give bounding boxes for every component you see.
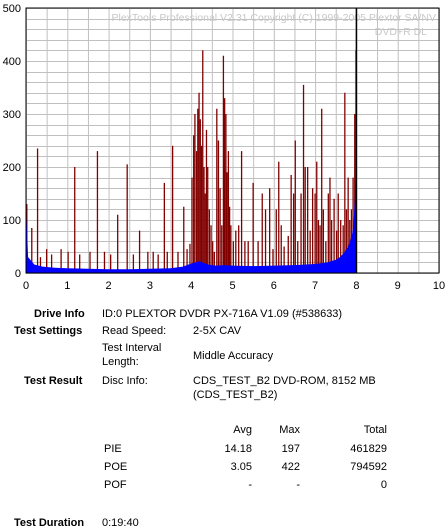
x-tick-label: 6	[271, 280, 277, 292]
disc-info-value: CDS_TEST_B2 DVD-ROM, 8152 MB	[193, 375, 376, 387]
stats-row-name: POE	[104, 461, 128, 473]
media-type-watermark: DVD+R DL	[375, 26, 427, 38]
stats-row-avg: 14.18	[224, 443, 252, 455]
plot-frame	[25, 7, 440, 274]
grid-lines	[26, 8, 440, 274]
y-tick-label: 0	[15, 268, 21, 280]
y-tick-label: 500	[3, 3, 21, 15]
x-tick-label: 9	[395, 280, 401, 292]
x-tick-label: 7	[312, 280, 318, 292]
test-duration-label: Test Duration	[14, 517, 85, 529]
poe-series	[26, 50, 357, 273]
x-tick-label: 8	[353, 280, 359, 292]
read-speed-value: 2-5X CAV	[193, 325, 242, 337]
x-tick-label: 0	[23, 280, 29, 292]
x-tick-label: 3	[147, 280, 153, 292]
stats-row-total: 794592	[350, 461, 387, 473]
stats-row-avg: -	[248, 479, 252, 491]
test-result-label: Test Result	[24, 375, 83, 387]
y-tick-label: 200	[3, 162, 21, 174]
stats-row-name: PIE	[104, 443, 122, 455]
stats-header-total: Total	[363, 424, 387, 436]
disc-info-label: Disc Info:	[102, 375, 148, 387]
stats-row-max: 197	[281, 443, 300, 455]
drive-info-label: Drive Info	[34, 308, 85, 320]
stats-row-avg: 3.05	[230, 461, 252, 473]
stats-row-total: 461829	[350, 443, 387, 455]
stats-row-max: -	[296, 479, 300, 491]
y-tick-label: 400	[3, 56, 21, 68]
test-interval-label: Test Interval	[102, 342, 162, 354]
test-interval-value: Middle Accuracy	[193, 350, 274, 362]
drive-info-value: ID:0 PLEXTOR DVDR PX-716A V1.09 (#538633…	[102, 308, 343, 320]
stats-row-max: 422	[281, 461, 300, 473]
test-duration-value: 0:19:40	[102, 517, 139, 529]
x-tick-label: 1	[64, 280, 70, 292]
disc-info-value-line2: (CDS_TEST_B2)	[193, 389, 278, 401]
test-settings-label: Test Settings	[14, 325, 83, 337]
x-tick-label: 10	[433, 280, 445, 292]
stats-row-name: POF	[104, 479, 127, 491]
copyright-watermark: PlexTools Professional V2.31 Copyright (…	[112, 12, 437, 24]
y-tick-label: 300	[3, 109, 21, 121]
y-axis: 0 100 200 300 400 500	[3, 3, 21, 280]
y-tick-label: 100	[3, 215, 21, 227]
stats-header-avg: Avg	[233, 424, 252, 436]
x-tick-label: 2	[106, 280, 112, 292]
stats-row-total: 0	[380, 479, 387, 491]
x-axis: 0 1 2 3 4 5 6 7 8 9 10	[23, 280, 445, 292]
error-scan-chart: PlexTools Professional V2.31 Copyright (…	[3, 3, 445, 292]
x-tick-label: 4	[188, 280, 194, 292]
stats-header-max: Max	[279, 424, 300, 436]
x-tick-label: 5	[229, 280, 235, 292]
read-speed-label: Read Speed:	[102, 325, 167, 337]
test-interval-label-line2: Length:	[102, 356, 139, 368]
